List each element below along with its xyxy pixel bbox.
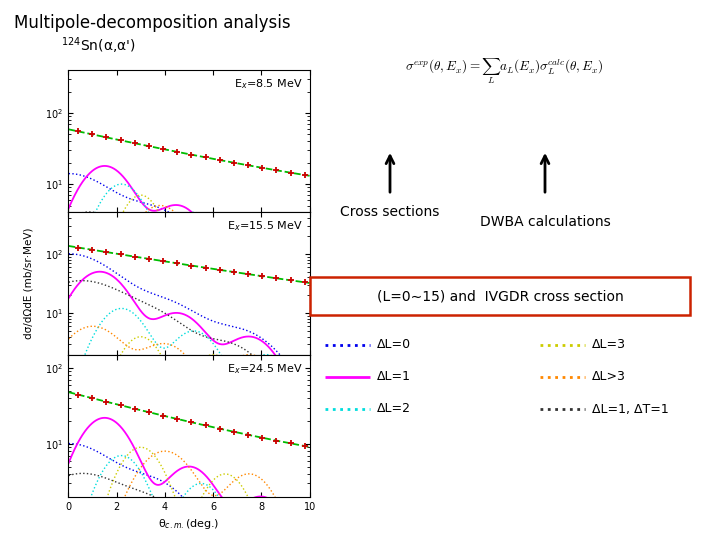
FancyBboxPatch shape bbox=[310, 277, 690, 315]
Text: $\sigma^{exp}(\theta,E_x) = \sum_L a_L(E_x)\sigma_L^{calc}(\theta,E_x)$: $\sigma^{exp}(\theta,E_x) = \sum_L a_L(E… bbox=[405, 57, 603, 86]
Text: Cross sections: Cross sections bbox=[341, 205, 440, 219]
Text: E$_x$=15.5 MeV: E$_x$=15.5 MeV bbox=[227, 219, 302, 233]
Text: (L=0∼15) and  IVGDR cross section: (L=0∼15) and IVGDR cross section bbox=[377, 289, 624, 303]
Text: E$_x$=24.5 MeV: E$_x$=24.5 MeV bbox=[227, 362, 302, 375]
Text: ΔL=2: ΔL=2 bbox=[377, 402, 411, 415]
Text: E$_x$=8.5 MeV: E$_x$=8.5 MeV bbox=[234, 77, 302, 91]
Text: ΔL>3: ΔL>3 bbox=[592, 370, 626, 383]
Text: $^{124}$Sn(α,α'): $^{124}$Sn(α,α') bbox=[61, 35, 136, 56]
X-axis label: θ$_{c.m.}$(deg.): θ$_{c.m.}$(deg.) bbox=[158, 517, 220, 531]
Text: ΔL=3: ΔL=3 bbox=[592, 339, 626, 352]
Text: ΔL=1, ΔT=1: ΔL=1, ΔT=1 bbox=[592, 402, 669, 415]
Text: ΔL=1: ΔL=1 bbox=[377, 370, 411, 383]
Text: Multipole-decomposition analysis: Multipole-decomposition analysis bbox=[14, 14, 291, 31]
Text: dσ/dΩdE (mb/sr·MeV): dσ/dΩdE (mb/sr·MeV) bbox=[24, 228, 34, 339]
Text: DWBA calculations: DWBA calculations bbox=[480, 215, 611, 229]
Text: ΔL=0: ΔL=0 bbox=[377, 339, 411, 352]
